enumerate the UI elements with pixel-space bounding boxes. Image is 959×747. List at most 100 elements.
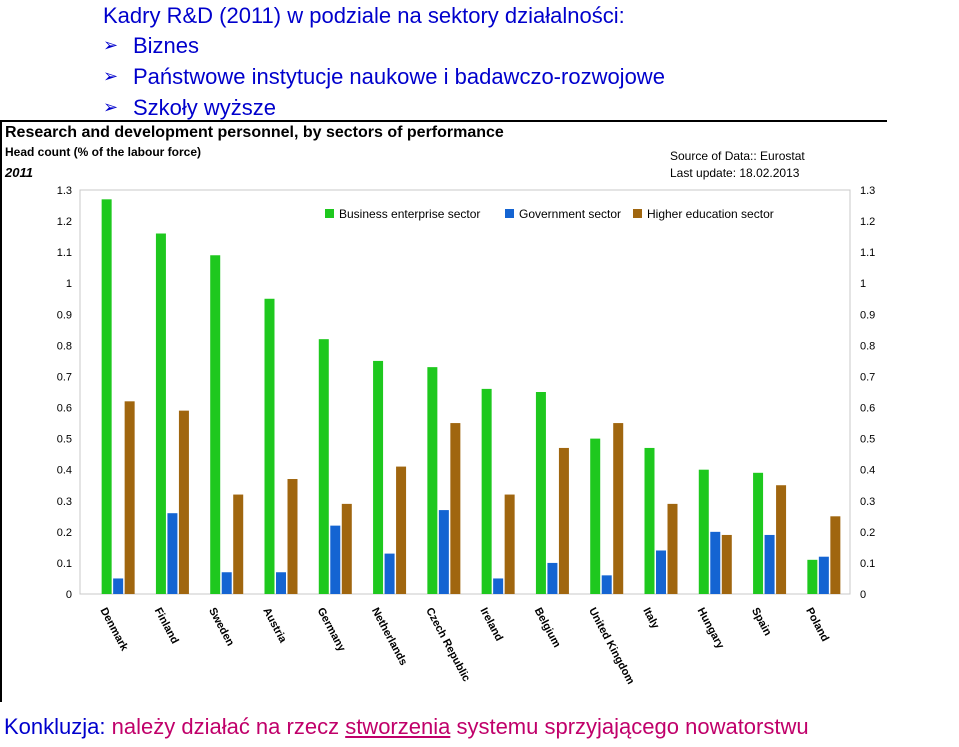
legend-label: Higher education sector	[647, 207, 774, 221]
x-category-label: Spain	[749, 606, 774, 638]
bar-business	[427, 367, 438, 594]
y-tick-label-left: 0.7	[57, 371, 72, 383]
bar-business	[644, 447, 655, 594]
y-tick-label-left: 0.2	[57, 527, 72, 539]
bar-business	[101, 199, 112, 595]
legend-swatch	[325, 209, 334, 218]
bar-government	[438, 510, 449, 594]
bar-government	[493, 578, 504, 594]
y-tick-label-left: 0	[66, 589, 72, 601]
bar-higher-education	[450, 423, 461, 594]
bar-higher-education	[721, 534, 732, 594]
bar-business	[264, 298, 275, 594]
x-category-label: Sweden	[206, 606, 236, 649]
y-tick-label-left: 0.3	[57, 496, 72, 508]
bar-government	[221, 572, 232, 594]
bar-business	[590, 438, 601, 594]
arrow-bullet-icon: ➢	[103, 97, 119, 117]
bar-government	[818, 556, 829, 594]
bar-higher-education	[233, 494, 244, 594]
bullet-label: Szkoły wyższe	[133, 95, 277, 120]
source-note: Source of Data:: Eurostat Last update: 1…	[670, 148, 805, 182]
bullet-label: Biznes	[133, 33, 200, 58]
y-tick-label-right: 0.8	[860, 340, 875, 352]
conclusion-mid: należy działać na rzecz	[111, 714, 346, 739]
legend-swatch	[505, 209, 514, 218]
bar-government	[764, 534, 775, 594]
bar-higher-education	[124, 401, 135, 594]
bar-business	[481, 388, 492, 594]
y-tick-label-left: 0.6	[57, 403, 72, 415]
conclusion-text: Konkluzja: należy działać na rzecz stwor…	[4, 712, 809, 742]
last-update-label: Last update: 18.02.2013	[670, 166, 800, 180]
arrow-bullet-icon: ➢	[103, 35, 119, 55]
x-category-label: Belgium	[532, 606, 563, 650]
bar-higher-education	[341, 503, 352, 594]
y-tick-label-left: 0.8	[57, 340, 72, 352]
bullet-item: ➢ Państwowe instytucje naukowe i badawczo…	[103, 61, 665, 92]
x-category-label: Germany	[315, 606, 348, 655]
y-tick-label-left: 1.3	[57, 185, 72, 197]
bar-higher-education	[396, 466, 407, 594]
bar-higher-education	[776, 485, 787, 594]
arrow-bullet-icon: ➢	[103, 66, 119, 86]
bar-business	[698, 469, 709, 594]
y-tick-label-left: 0.1	[57, 558, 72, 570]
y-tick-label-left: 1	[66, 278, 72, 290]
bar-government	[276, 572, 286, 594]
bar-government	[710, 531, 721, 594]
y-tick-label-right: 1	[860, 278, 866, 290]
legend-label: Business enterprise sector	[339, 207, 480, 221]
bar-government	[330, 525, 341, 594]
bar-higher-education	[504, 494, 515, 594]
y-tick-label-left: 0.4	[57, 465, 72, 477]
bar-business	[807, 559, 818, 594]
y-tick-label-left: 0.5	[57, 434, 72, 446]
chart-subtitle: Head count (% of the labour force)	[5, 145, 202, 159]
x-category-label: Finland	[152, 606, 181, 646]
y-tick-label-right: 0.5	[860, 434, 875, 446]
y-tick-label-right: 0	[860, 589, 866, 601]
bar-higher-education	[667, 503, 678, 594]
y-tick-label-right: 0.7	[860, 371, 875, 383]
x-category-label: Ireland	[477, 606, 505, 643]
y-tick-label-right: 1.3	[860, 185, 875, 197]
bar-government	[113, 578, 124, 594]
x-category-label: Hungary	[695, 606, 727, 652]
bar-business	[753, 472, 764, 594]
y-tick-label-right: 0.2	[860, 527, 875, 539]
y-tick-label-right: 0.3	[860, 496, 875, 508]
y-tick-label-right: 0.4	[860, 465, 875, 477]
bar-government	[656, 550, 666, 594]
legend-swatch	[633, 209, 642, 218]
bar-government	[384, 553, 395, 594]
chart-title: Research and development personnel, by s…	[5, 124, 504, 141]
bar-higher-education	[178, 410, 189, 594]
bar-government	[547, 562, 558, 594]
y-tick-label-left: 1.1	[57, 247, 72, 259]
x-category-label: Poland	[803, 606, 831, 644]
bar-higher-education	[830, 516, 841, 594]
bar-higher-education	[558, 447, 569, 594]
bullet-item: ➢ Szkoły wyższe	[103, 92, 665, 123]
y-tick-label-right: 1.2	[860, 216, 875, 228]
bar-business	[318, 339, 329, 594]
legend-label: Government sector	[519, 207, 621, 221]
bar-government	[167, 513, 178, 594]
bar-business	[155, 233, 166, 594]
conclusion-underlined: stworzenia	[345, 714, 451, 739]
y-tick-label-left: 0.9	[57, 309, 72, 321]
y-tick-label-right: 1.1	[860, 247, 875, 259]
source-label: Source of Data:: Eurostat	[670, 149, 805, 163]
y-tick-label-right: 0.6	[860, 403, 875, 415]
bar-higher-education	[287, 479, 298, 594]
x-category-label: Denmark	[97, 606, 130, 654]
bar-chart: 0 0 0.1 0.1 0.2 0.2 0.3 0.3 0.4 0.4 0.5 0.5 0.6 0.6 0.…	[57, 185, 876, 687]
y-tick-label-right: 0.1	[860, 558, 875, 570]
bar-government	[601, 575, 612, 594]
x-category-label: Netherlands	[369, 606, 409, 668]
chart-year: 2011	[5, 165, 33, 180]
plot-area-frame	[79, 189, 851, 595]
bar-higher-education	[613, 423, 624, 594]
bar-business	[210, 255, 221, 594]
